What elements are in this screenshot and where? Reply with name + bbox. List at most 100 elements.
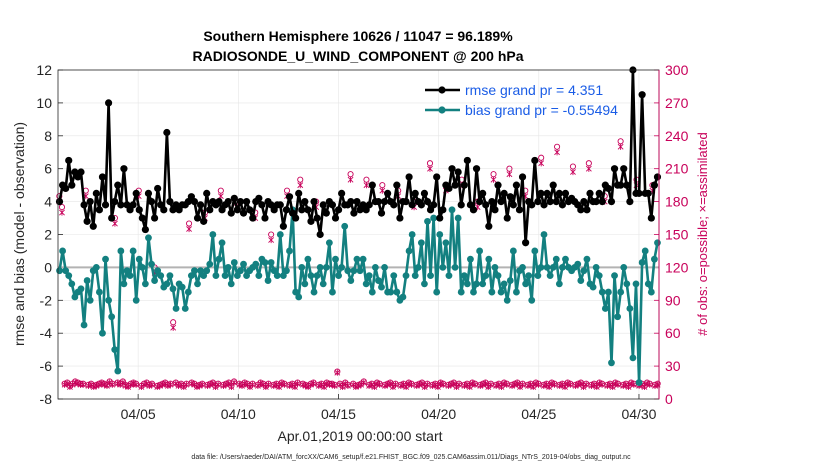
bias-point [68, 280, 76, 288]
y2-tick-label: 30 [665, 358, 681, 374]
bias-point [270, 267, 278, 275]
bias-point [215, 255, 223, 263]
obs-assimilated-point [231, 379, 237, 386]
rmse-point [298, 206, 306, 214]
rmse-point [457, 201, 465, 209]
obs-assimilated-point [186, 225, 192, 233]
bias-point [212, 272, 220, 280]
bias-point [209, 231, 217, 238]
bias-point [549, 264, 557, 271]
rmse-point [203, 189, 211, 197]
bias-point [95, 288, 103, 296]
bias-point [341, 222, 349, 230]
bias-point [497, 288, 505, 296]
rmse-point [396, 214, 404, 222]
bias-point [503, 296, 511, 304]
rmse-point [494, 181, 502, 189]
rmse-point [482, 201, 490, 209]
bias-point [427, 272, 434, 280]
obs-assimilated-point [297, 182, 304, 189]
y2-tick-label: 0 [665, 391, 673, 407]
bias-point [169, 285, 177, 293]
rmse-point [92, 189, 100, 197]
bias-point [436, 231, 444, 238]
bias-point [120, 280, 128, 288]
bias-point [86, 296, 94, 304]
rmse-point [350, 209, 358, 217]
obs-assimilated-point [363, 182, 370, 189]
bias-point [261, 259, 269, 266]
bias-point [197, 267, 204, 275]
bias-point [129, 247, 137, 255]
bias-point [307, 272, 315, 280]
bias-point [240, 260, 247, 268]
rmse-point [215, 198, 223, 206]
bias-point [592, 264, 600, 271]
obs-assimilated-point [482, 380, 489, 387]
bias-point [387, 288, 395, 296]
bias-point [457, 288, 465, 296]
rmse-point [365, 201, 373, 209]
rmse-point [368, 181, 376, 189]
bias-point [638, 259, 646, 266]
bias-point [476, 247, 484, 255]
bias-point [359, 255, 367, 263]
y-tick-label: 4 [44, 194, 52, 210]
bias-point [332, 255, 339, 263]
rmse-point [595, 189, 603, 197]
y2-tick-label: 180 [665, 194, 689, 210]
rmse-point [384, 189, 392, 197]
bias-point [313, 272, 321, 280]
bias-point [509, 247, 517, 255]
rmse-point [249, 214, 257, 222]
y2-tick-label: 300 [665, 62, 689, 78]
obs-assimilated-point [265, 381, 272, 388]
rmse-point [227, 209, 235, 217]
bias-point [522, 280, 530, 288]
bias-point [654, 239, 661, 247]
bias-point [292, 288, 300, 296]
obs-assimilated-point [347, 176, 354, 183]
bias-point [543, 264, 551, 271]
obs-assimilated-point [625, 383, 632, 391]
x-tick-label: 04/15 [321, 406, 356, 422]
obs-assimilated-point [331, 382, 338, 389]
bias-point [491, 264, 499, 271]
rmse-point [610, 165, 619, 173]
bias-point [647, 288, 655, 296]
rmse-point [239, 209, 248, 217]
y-tick-label: 10 [36, 95, 52, 111]
rmse-point [454, 168, 462, 176]
bias-point [77, 285, 85, 293]
rmse-point [236, 198, 245, 206]
bias-point [99, 329, 106, 337]
bias-point [172, 305, 180, 312]
obs-assimilated-point [321, 383, 327, 391]
rmse-point [543, 189, 551, 197]
rmse-point [518, 173, 527, 181]
obs-assimilated-point [514, 380, 521, 387]
bias-point [203, 267, 211, 275]
rmse-point [423, 198, 432, 206]
bias-point [442, 239, 450, 247]
rmse-point [577, 206, 585, 214]
bias-point [206, 260, 214, 268]
bias-point [629, 354, 637, 362]
x-tick-label: 04/05 [121, 406, 156, 422]
rmse-point [285, 193, 294, 201]
bias-point [356, 267, 364, 275]
obs-assimilated-point [119, 379, 126, 386]
bias-point [141, 280, 149, 288]
obs-assimilated-point [450, 380, 457, 387]
bias-point [402, 272, 410, 280]
rmse-point [380, 198, 389, 206]
bias-point [243, 272, 250, 280]
rmse-point [206, 206, 214, 214]
y-tick-label: 6 [44, 161, 52, 177]
rmse-point [546, 198, 554, 206]
obs-assimilated-point [615, 381, 621, 388]
rmse-point [509, 201, 517, 209]
rmse-point [491, 206, 499, 214]
